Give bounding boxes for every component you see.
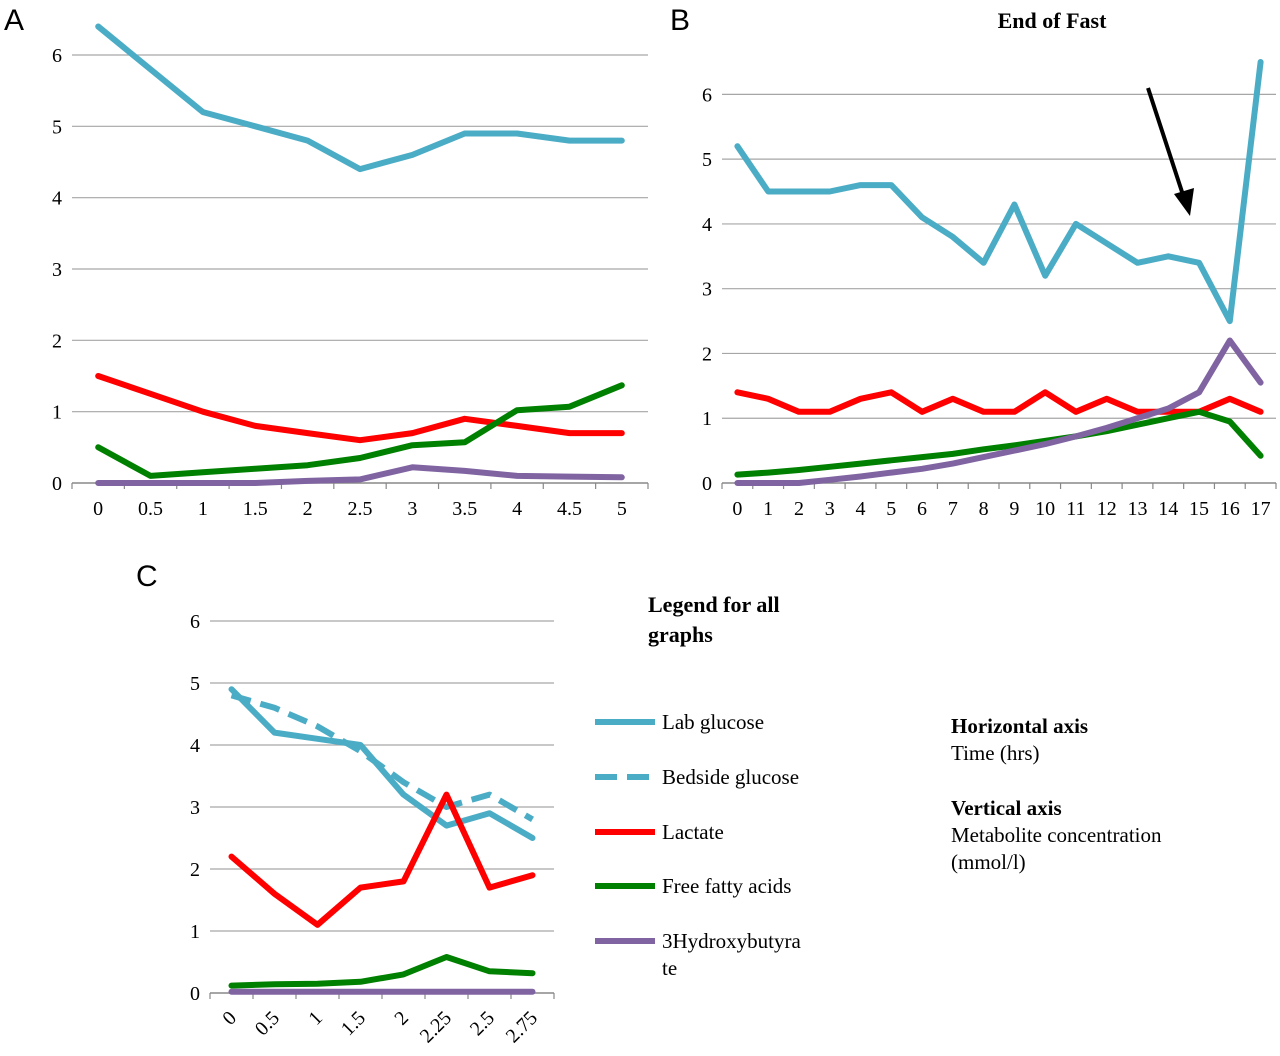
x-tick-label-b: 4 xyxy=(856,498,866,520)
legend-label-lactate: Lactate xyxy=(662,820,724,844)
x-tick-label-b: 11 xyxy=(1066,498,1085,520)
x-tick-label-a: 1.5 xyxy=(243,498,268,520)
x-tick-label-b: 10 xyxy=(1035,498,1055,520)
series-line-hydroxybutyrate-a xyxy=(95,464,625,486)
y-tick-label-c: 5 xyxy=(190,673,200,695)
x-tick-label-b: 1 xyxy=(763,498,773,520)
x-tick-label-c: 0 xyxy=(218,1007,241,1030)
y-tick-label-b: 5 xyxy=(702,149,712,171)
x-tick-label-b: 6 xyxy=(917,498,927,520)
legend-label-hydroxybutyrate-cont: te xyxy=(662,956,677,980)
x-tick-label-a: 4.5 xyxy=(557,498,582,520)
legend-title-line2: graphs xyxy=(648,622,713,647)
y-tick-label-b: 6 xyxy=(702,84,712,106)
x-tick-label-c: 1 xyxy=(304,1007,327,1030)
vertical-axis-description-line2: (mmol/l) xyxy=(951,850,1026,874)
series-line-lactate-a xyxy=(95,373,625,444)
panel-label-a: A xyxy=(4,4,24,37)
x-tick-label-c: 2.5 xyxy=(466,1007,499,1040)
x-tick-label-b: 5 xyxy=(886,498,896,520)
x-tick-label-a: 3 xyxy=(407,498,417,520)
y-tick-label-a: 5 xyxy=(52,116,62,138)
x-tick-label-b: 16 xyxy=(1220,498,1240,520)
legend-label-ffa: Free fatty acids xyxy=(662,874,791,898)
y-tick-label-b: 0 xyxy=(702,473,712,495)
x-tick-label-a: 3.5 xyxy=(452,498,477,520)
x-tick-label-a: 4 xyxy=(512,498,522,520)
x-tick-label-b: 13 xyxy=(1128,498,1148,520)
chart-panel-a: 0 1 2 3 4 5 6 0 0.5 1 1.5 2 2.5 3 3.5 4 4.5 5 xyxy=(52,23,649,520)
series-line-lab-glucose-a xyxy=(95,23,625,173)
x-tick-label-a: 0.5 xyxy=(138,498,163,520)
vertical-axis-heading: Vertical axis xyxy=(951,796,1062,820)
y-tick-label-a: 6 xyxy=(52,45,62,67)
y-tick-label-c: 3 xyxy=(190,797,200,819)
panel-label-b: B xyxy=(670,4,690,37)
x-tick-label-b: 14 xyxy=(1158,498,1178,520)
x-tick-label-c: 2 xyxy=(390,1007,413,1030)
legend-label-hydroxybutyrate: 3Hydroxybutyra xyxy=(662,929,801,953)
annotation-arrow xyxy=(1146,87,1194,216)
y-tick-label-a: 3 xyxy=(52,259,62,281)
series-line-lactate-c xyxy=(228,791,536,928)
y-tick-label-c: 0 xyxy=(190,983,200,1005)
x-tick-label-c: 2.25 xyxy=(416,1007,456,1047)
horizontal-axis-heading: Horizontal axis xyxy=(951,714,1088,738)
series-line-ffa-b xyxy=(734,408,1264,478)
y-tick-label-c: 2 xyxy=(190,859,200,881)
y-tick-label-c: 4 xyxy=(190,735,200,757)
panel-label-c: C xyxy=(136,560,158,593)
series-line-bedside-glucose-c xyxy=(230,692,534,822)
series-line-hydroxybutyrate-b xyxy=(734,337,1264,486)
y-tick-label-b: 2 xyxy=(702,343,712,365)
legend-label-bedside-glucose: Bedside glucose xyxy=(662,765,799,789)
y-tick-label-c: 1 xyxy=(190,921,200,943)
y-tick-label-c: 6 xyxy=(190,611,200,633)
y-tick-label-b: 4 xyxy=(702,214,712,236)
series-line-ffa-a xyxy=(95,382,625,479)
x-tick-label-b: 17 xyxy=(1251,498,1271,520)
series-line-ffa-c xyxy=(228,954,536,989)
x-tick-label-a: 2.5 xyxy=(348,498,373,520)
x-tick-label-b: 2 xyxy=(794,498,804,520)
x-tick-label-c: 1.5 xyxy=(337,1007,370,1040)
x-tick-label-b: 15 xyxy=(1189,498,1209,520)
x-tick-label-b: 0 xyxy=(732,498,742,520)
x-tick-label-b: 7 xyxy=(948,498,958,520)
legend-title-line1: Legend for all xyxy=(648,592,780,617)
x-tick-label-b: 9 xyxy=(1009,498,1019,520)
x-tick-label-a: 2 xyxy=(303,498,313,520)
x-tick-label-c: 2.75 xyxy=(502,1007,542,1047)
vertical-axis-description-line1: Metabolite concentration xyxy=(951,823,1162,847)
y-tick-label-a: 2 xyxy=(52,330,62,352)
horizontal-axis-description: Time (hrs) xyxy=(951,741,1039,765)
y-tick-label-b: 3 xyxy=(702,279,712,301)
x-tick-label-c: 0.5 xyxy=(251,1007,284,1040)
y-tick-label-a: 0 xyxy=(52,473,62,495)
x-tick-label-b: 3 xyxy=(825,498,835,520)
y-tick-label-b: 1 xyxy=(702,408,712,430)
legend-label-lab-glucose: Lab glucose xyxy=(662,710,764,734)
series-line-lab-glucose-b xyxy=(734,59,1264,325)
y-tick-label-a: 1 xyxy=(52,402,62,424)
x-tick-label-a: 1 xyxy=(198,498,208,520)
y-tick-label-a: 4 xyxy=(52,188,62,210)
x-tick-label-a: 5 xyxy=(617,498,627,520)
legend: Lab glucose Bedside glucose Lactate Free fa… xyxy=(595,710,801,980)
x-tick-label-b: 8 xyxy=(979,498,989,520)
x-tick-label-a: 0 xyxy=(93,498,103,520)
series-line-lactate-b xyxy=(734,389,1264,415)
x-tick-label-b: 12 xyxy=(1097,498,1117,520)
chart-title-b: End of Fast xyxy=(998,8,1107,33)
